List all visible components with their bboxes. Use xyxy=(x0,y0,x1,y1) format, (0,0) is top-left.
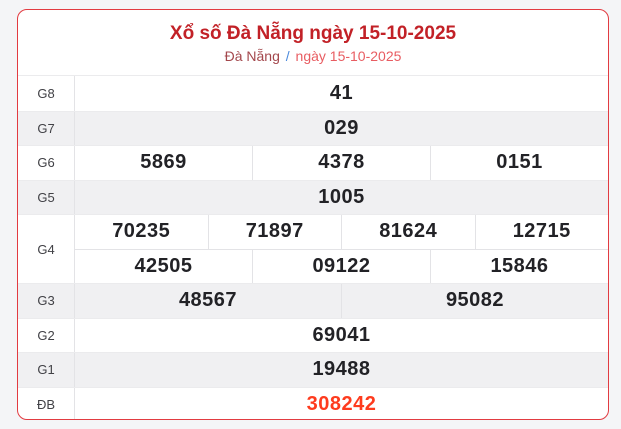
table-subrow: 70235 71897 81624 12715 xyxy=(75,215,608,249)
prize-number: 15846 xyxy=(430,249,608,283)
lottery-result-card: Xổ số Đà Nẵng ngày 15-10-2025 Đà Nẵng / … xyxy=(17,9,609,420)
prize-number: 09122 xyxy=(252,249,430,283)
prize-number: 48567 xyxy=(178,289,238,312)
breadcrumb-date: ngày 15-10-2025 xyxy=(295,48,402,65)
prize-number: 81624 xyxy=(341,215,475,249)
table-row-g1: G1 19488 xyxy=(18,352,608,387)
prize-label-g4: G4 xyxy=(18,215,75,283)
prize-number: 95082 xyxy=(341,284,608,318)
special-prize-number: 308242 xyxy=(306,392,377,415)
prize-label-g7: G7 xyxy=(18,111,75,145)
table-row-g4: G4 70235 71897 81624 12715 42505 09122 1… xyxy=(18,214,608,283)
prize-number: 0151 xyxy=(430,146,608,180)
prize-number: 029 xyxy=(324,116,359,139)
breadcrumb-separator: / xyxy=(285,48,290,65)
prize-number: 19488 xyxy=(312,358,371,381)
prize-number: 41 xyxy=(329,81,354,104)
prize-number: 12715 xyxy=(474,215,609,249)
prize-number: 1005 xyxy=(318,185,365,208)
table-row-db: ĐB 308242 xyxy=(18,386,608,419)
table-row-g7: G7 029 xyxy=(18,110,608,145)
prize-label-db: ĐB xyxy=(18,387,75,419)
table-row-g8: G8 41 xyxy=(18,76,608,111)
prize-number: 5869 xyxy=(140,151,187,174)
results-table: G8 41 G7 029 G6 5869 4378 0151 G5 1005 xyxy=(18,75,608,419)
table-row-g2: G2 69041 xyxy=(18,317,608,352)
table-row-g3: G3 48567 95082 xyxy=(18,283,608,318)
table-row-g6: G6 5869 4378 0151 xyxy=(18,145,608,180)
prize-label-g5: G5 xyxy=(18,180,75,214)
prize-label-g6: G6 xyxy=(18,146,75,180)
prize-label-g2: G2 xyxy=(18,318,75,352)
prize-number: 70235 xyxy=(112,220,171,243)
prize-label-g8: G8 xyxy=(18,76,75,111)
breadcrumb-region-link[interactable]: Đà Nẵng xyxy=(224,48,280,65)
prize-number: 42505 xyxy=(134,254,193,277)
breadcrumb: Đà Nẵng / ngày 15-10-2025 xyxy=(225,49,402,64)
card-header: Xổ số Đà Nẵng ngày 15-10-2025 Đà Nẵng / … xyxy=(18,10,608,75)
page-title: Xổ số Đà Nẵng ngày 15-10-2025 xyxy=(169,23,457,45)
prize-label-g1: G1 xyxy=(18,353,75,387)
prize-number: 4378 xyxy=(252,146,430,180)
table-row-g5: G5 1005 xyxy=(18,179,608,214)
table-subrow: 42505 09122 15846 xyxy=(75,248,608,283)
prize-label-g3: G3 xyxy=(18,284,75,318)
prize-number: 71897 xyxy=(207,215,342,249)
prize-number: 69041 xyxy=(312,323,371,346)
